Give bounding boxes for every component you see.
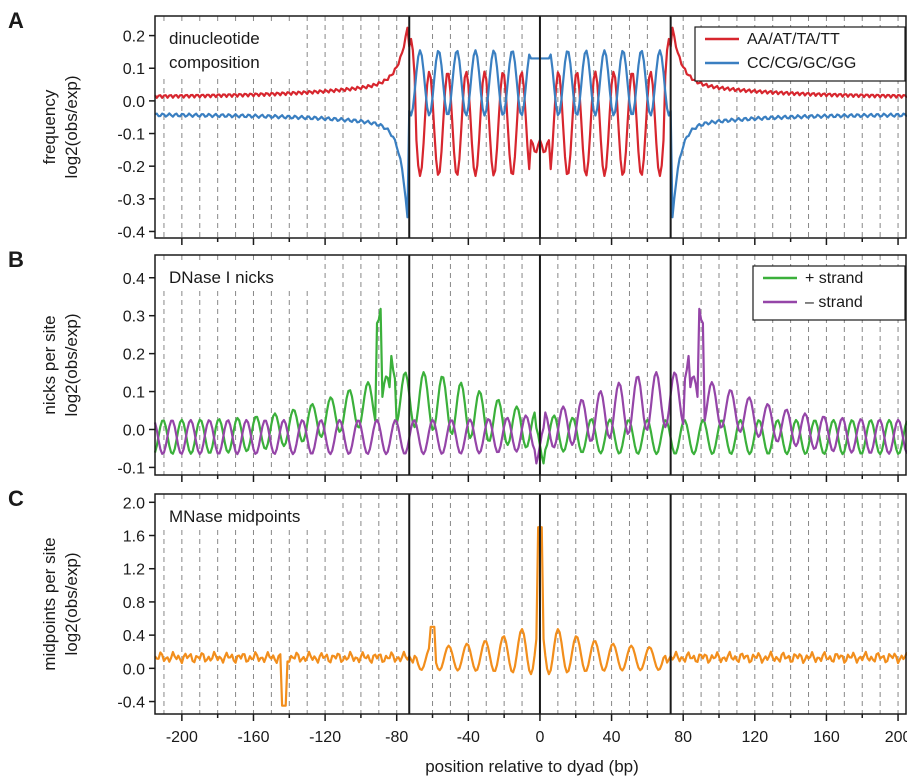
plot-frame (154, 15, 907, 239)
annotation-backdrop (161, 22, 303, 76)
y-tick-label: 0.2 (123, 347, 145, 364)
annotation-backdrop (161, 261, 316, 291)
panel-letter: A (8, 8, 24, 33)
series-line-mnase (154, 526, 907, 707)
series-line-cc (154, 49, 907, 219)
y-tick-label: 1.2 (123, 562, 145, 579)
y-tick-label: 0.1 (123, 385, 145, 402)
x-tick-label: 80 (674, 729, 692, 746)
y-tick-label: 0.0 (123, 422, 145, 439)
y-axis-label: midpoints per site log2(obs/exp) (40, 537, 81, 670)
x-tick-label: 40 (603, 729, 621, 746)
x-tick-label: 200 (885, 729, 907, 746)
y-axis-label-line-1: frequency (40, 89, 59, 164)
y-tick-label: 0.3 (123, 309, 145, 326)
y-tick-label: 0.0 (123, 94, 145, 111)
x-axis-label: position relative to dyad (bp) (425, 757, 639, 776)
legend-box (694, 26, 906, 82)
y-tick-label: -0.3 (117, 192, 145, 209)
x-tick-label: 160 (813, 729, 840, 746)
panel-annotation: dinucleotide (169, 29, 260, 48)
y-tick-label: 1.6 (123, 529, 145, 546)
panel-annotation: composition (169, 53, 260, 72)
panel-a: 0.2 0.1 0.0 -0.1 -0.2 -0.3 -0.4 frequency log2(o… (8, 8, 907, 245)
y-tick-label: -0.1 (117, 127, 145, 144)
y-tick-label: -0.2 (117, 159, 145, 176)
panel-b: 0.4 0.3 0.2 0.1 0.0 -0.1 nicks per site log2(ob… (8, 247, 907, 482)
y-axis-label-line-1: nicks per site (40, 315, 59, 414)
y-axis-label-line-1: midpoints per site (40, 537, 59, 670)
y-axis-label-line-2: log2(obs/exp) (62, 75, 81, 178)
y-axis-label: nicks per site log2(obs/exp) (40, 313, 81, 416)
y-tick-label: 0.4 (123, 628, 145, 645)
series-line-aa (154, 26, 907, 178)
plot-frame (154, 493, 907, 715)
y-tick-label: 0.0 (123, 661, 145, 678)
panel-letter: C (8, 486, 24, 511)
y-tick-label: 0.1 (123, 61, 145, 78)
y-tick-label: 0.8 (123, 595, 145, 612)
x-tick-label: -200 (166, 729, 198, 746)
y-tick-label: -0.4 (117, 695, 145, 712)
x-tick-label: -80 (385, 729, 408, 746)
panel-annotation: MNase midpoints (169, 507, 300, 526)
series-line-minus (153, 307, 907, 465)
x-tick-label: 120 (741, 729, 768, 746)
plot-frame (154, 254, 907, 476)
y-tick-label: 0.2 (123, 29, 145, 46)
legend-label: + strand (805, 270, 863, 287)
y-axis-label: frequency log2(obs/exp) (40, 75, 81, 178)
y-axis-label-line-2: log2(obs/exp) (62, 313, 81, 416)
panel-letter: B (8, 247, 24, 272)
annotation-backdrop (161, 500, 336, 530)
legend-label: CC/CG/GC/GG (747, 55, 856, 72)
y-axis-label-line-2: log2(obs/exp) (62, 552, 81, 655)
panel-c: 2.0 1.6 1.2 0.8 0.4 0.0 -0.4 -200 -160 -120 -80 -40… (8, 486, 907, 746)
x-tick-label: -40 (457, 729, 480, 746)
legend-label: AA/AT/TA/TT (747, 31, 840, 48)
x-tick-label: 0 (535, 729, 544, 746)
x-tick-label: -120 (309, 729, 341, 746)
legend-box (752, 265, 906, 321)
y-tick-label: 0.4 (123, 271, 145, 288)
legend-label: – strand (805, 294, 863, 311)
panel-annotation: DNase I nicks (169, 268, 274, 287)
y-tick-label: -0.1 (117, 460, 145, 477)
y-tick-label: -0.4 (117, 224, 145, 241)
y-tick-label: 2.0 (123, 495, 145, 512)
x-tick-label: -160 (237, 729, 269, 746)
